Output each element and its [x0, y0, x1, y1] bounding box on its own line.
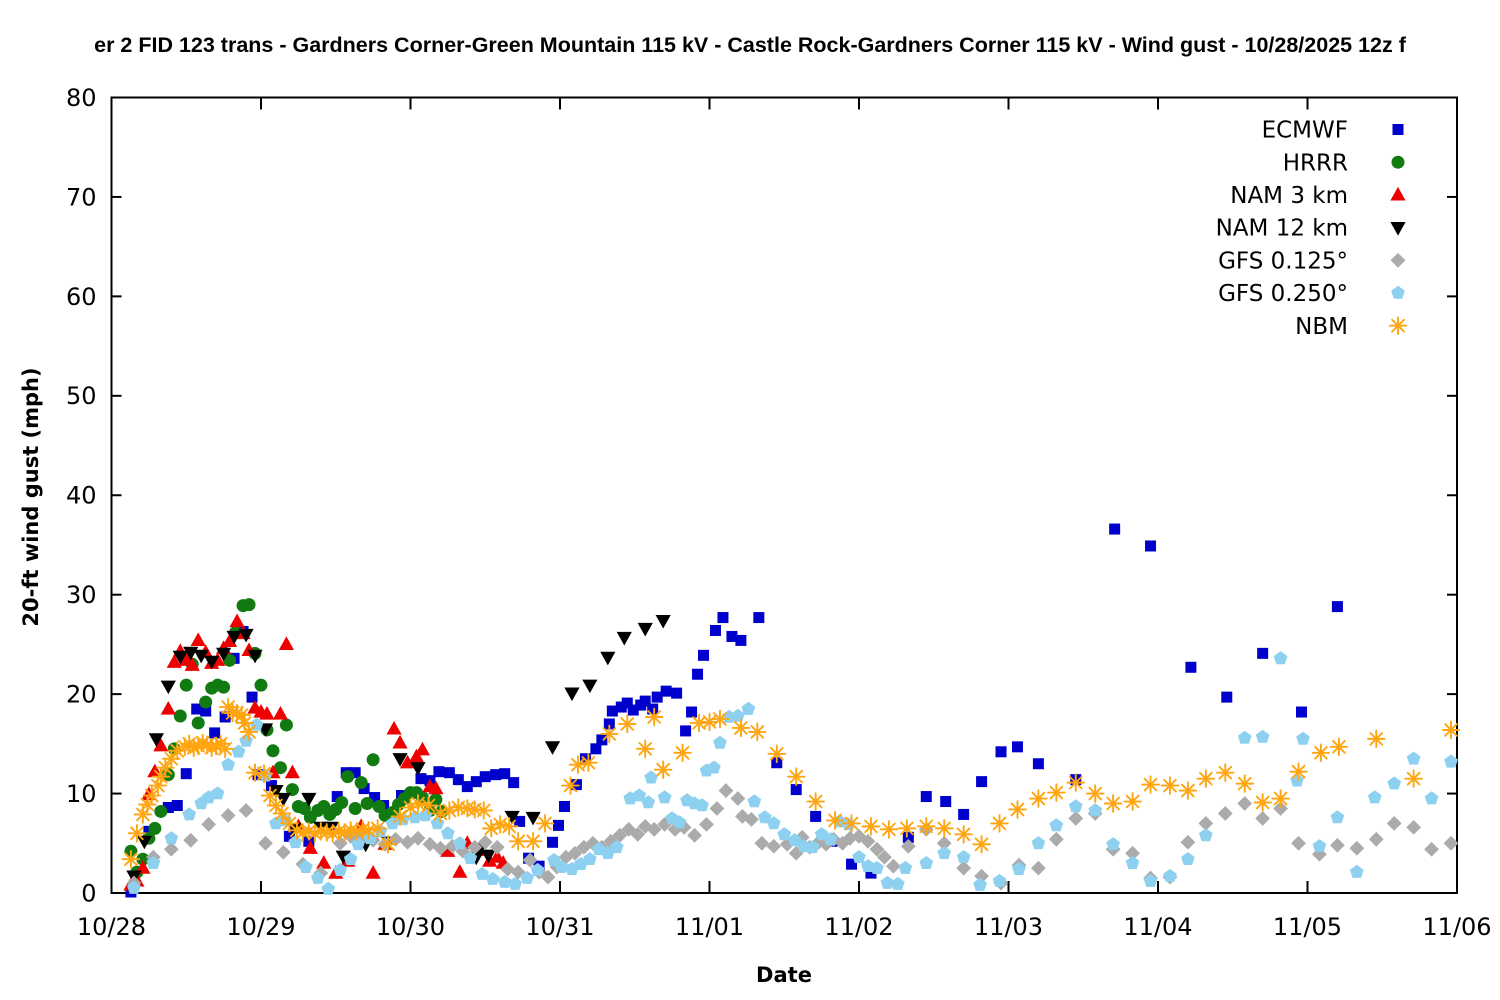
legend-marker-pentagon-icon: [1391, 285, 1405, 299]
chart-title: er 2 FID 123 trans - Gardners Corner-Gre…: [94, 33, 1406, 57]
y-tick-label: 0: [81, 879, 96, 907]
x-tick-label: 11/06: [1422, 913, 1491, 941]
legend-label: GFS 0.250°: [1218, 281, 1348, 307]
y-tick-label: 70: [66, 183, 97, 211]
x-tick-label: 11/01: [675, 913, 744, 941]
legend-label: HRRR: [1283, 150, 1348, 176]
legend-marker-circle-icon: [1391, 155, 1405, 169]
legend-item-gfs-0-250: GFS 0.250°: [1218, 281, 1405, 307]
x-tick-label: 11/02: [824, 913, 893, 941]
y-tick-label: 50: [66, 382, 97, 410]
x-tick-label: 10/30: [376, 913, 445, 941]
legend-item-nam-12-km: NAM 12 km: [1216, 216, 1406, 242]
legend-label: GFS 0.125°: [1218, 248, 1348, 274]
series-points-ecmwf: [125, 523, 1343, 898]
legend-label: NBM: [1295, 314, 1348, 340]
y-tick-label: 20: [66, 681, 97, 709]
x-tick-label: 11/03: [974, 913, 1043, 941]
legend-marker-asterisk-icon: [1388, 316, 1408, 335]
legend-marker-diamond-icon: [1390, 252, 1406, 268]
x-axis-label: Date: [756, 963, 812, 987]
x-tick-label: 10/31: [525, 913, 594, 941]
axes: [110, 96, 1458, 894]
y-tick-label: 60: [66, 283, 97, 311]
legend-label: ECMWF: [1262, 118, 1348, 144]
y-tick-label: 30: [66, 581, 97, 609]
legend-item-ecmwf: ECMWF: [1262, 118, 1404, 144]
legend-item-hrrr: HRRR: [1283, 150, 1405, 176]
x-tick-label: 11/05: [1273, 913, 1342, 941]
series-points-gfs-0-250: [127, 651, 1458, 895]
x-tick-label: 10/29: [226, 913, 295, 941]
y-tick-label: 40: [66, 482, 97, 510]
x-tick-label: 11/04: [1123, 913, 1192, 941]
series-points-nbm: [121, 697, 1461, 869]
legend-label: NAM 12 km: [1216, 216, 1348, 242]
y-tick-label: 10: [66, 780, 97, 808]
y-tick-label: 80: [66, 84, 97, 112]
legend-label: NAM 3 km: [1230, 183, 1348, 209]
legend-marker-triangle-down-icon: [1390, 222, 1406, 236]
tick-labels: 0 10 20 30 40 50 60 70 80 10/28 10/29 10/30 10/31 11/…: [66, 84, 1492, 941]
legend: ECMWF HRRR NAM 3 km NAM 12 km GFS 0.125° GFS …: [1216, 118, 1408, 340]
x-tick-label: 10/28: [77, 913, 146, 941]
legend-item-nam-3-km: NAM 3 km: [1230, 183, 1406, 209]
legend-item-gfs-0-125: GFS 0.125°: [1218, 248, 1406, 274]
legend-marker-triangle-up-icon: [1390, 186, 1406, 201]
legend-item-nbm: NBM: [1295, 314, 1408, 340]
legend-marker-square-icon: [1392, 124, 1404, 135]
